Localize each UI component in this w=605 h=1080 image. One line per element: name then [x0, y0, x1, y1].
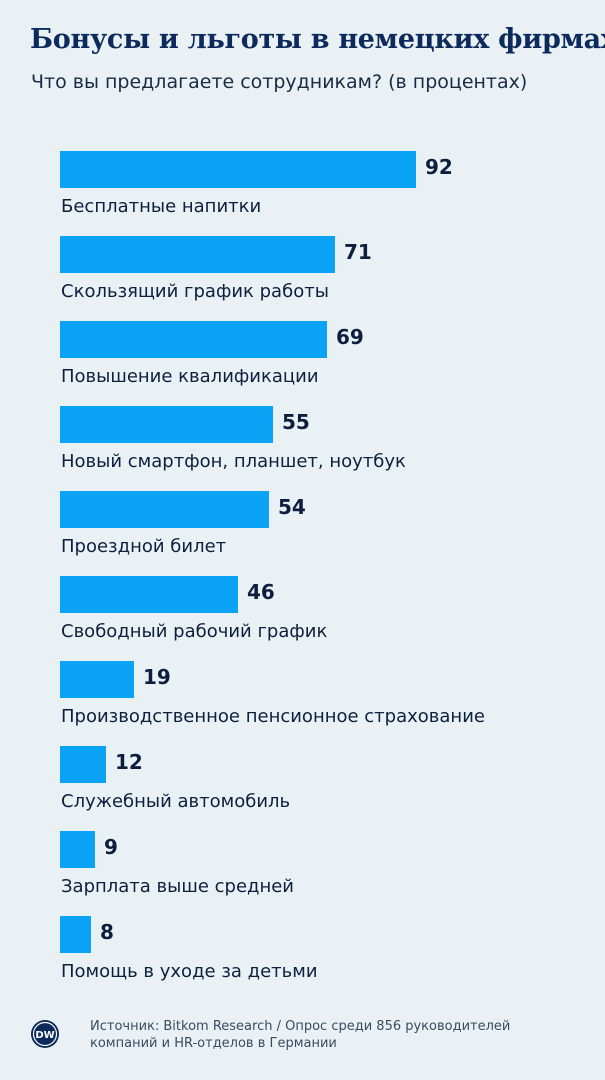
bar-row: 71 Скользящий график работы — [0, 236, 605, 316]
bar-value-label: 92 — [425, 155, 453, 179]
bar-row: 8 Помощь в уходе за детьми — [0, 916, 605, 996]
category-label: Служебный автомобиль — [61, 791, 291, 812]
category-label: Свободный рабочий график — [61, 621, 328, 642]
bar — [60, 491, 269, 528]
bar — [60, 576, 238, 613]
bar-row: 46 Свободный рабочий график — [0, 576, 605, 656]
bar-value-label: 9 — [104, 835, 118, 859]
bar-value-label: 55 — [282, 410, 310, 434]
source-line-2: компаний и HR-отделов в Германии — [90, 1036, 337, 1051]
bar — [60, 831, 95, 868]
bar — [60, 321, 327, 358]
category-label: Бесплатные напитки — [61, 196, 262, 217]
category-label: Помощь в уходе за детьми — [61, 961, 318, 982]
bar-row: 54 Проездной билет — [0, 491, 605, 571]
chart-subtitle: Что вы предлагаете сотрудникам? (в проце… — [31, 71, 528, 93]
source-note: Источник: Bitkom Research / Опрос среди … — [90, 1018, 570, 1052]
bar-row: 19 Производственное пенсионное страховани… — [0, 661, 605, 741]
bar-row: 69 Повышение квалификации — [0, 321, 605, 401]
bar-value-label: 54 — [278, 495, 306, 519]
bar-row: 55 Новый смартфон, планшет, ноутбук — [0, 406, 605, 486]
bar-row: 9 Зарплата выше средней — [0, 831, 605, 911]
bar — [60, 236, 335, 273]
bar — [60, 746, 106, 783]
bar-value-label: 19 — [143, 665, 171, 689]
bar-value-label: 12 — [115, 750, 143, 774]
bar-value-label: 69 — [336, 325, 364, 349]
category-label: Повышение квалификации — [61, 366, 319, 387]
bar — [60, 916, 91, 953]
bar-row: 12 Служебный автомобиль — [0, 746, 605, 826]
dw-logo-text: DW — [35, 1030, 54, 1041]
source-line-1: Источник: Bitkom Research / Опрос среди … — [90, 1019, 511, 1034]
chart-title: Бонусы и льготы в немецких фирмах — [30, 24, 605, 55]
bar — [60, 406, 273, 443]
bar-value-label: 8 — [100, 920, 114, 944]
bar — [60, 661, 134, 698]
footer: DW Источник: Bitkom Research / Опрос сре… — [30, 1019, 580, 1059]
category-label: Проездной билет — [61, 536, 227, 557]
dw-logo-icon: DW — [31, 1020, 59, 1048]
category-label: Производственное пенсионное страхование — [61, 706, 485, 727]
category-label: Зарплата выше средней — [61, 876, 295, 897]
bar-value-label: 71 — [344, 240, 372, 264]
category-label: Новый смартфон, планшет, ноутбук — [61, 451, 406, 472]
category-label: Скользящий график работы — [61, 281, 329, 302]
bar-value-label: 46 — [247, 580, 275, 604]
bar — [60, 151, 416, 188]
bar-row: 92 Бесплатные напитки — [0, 151, 605, 231]
